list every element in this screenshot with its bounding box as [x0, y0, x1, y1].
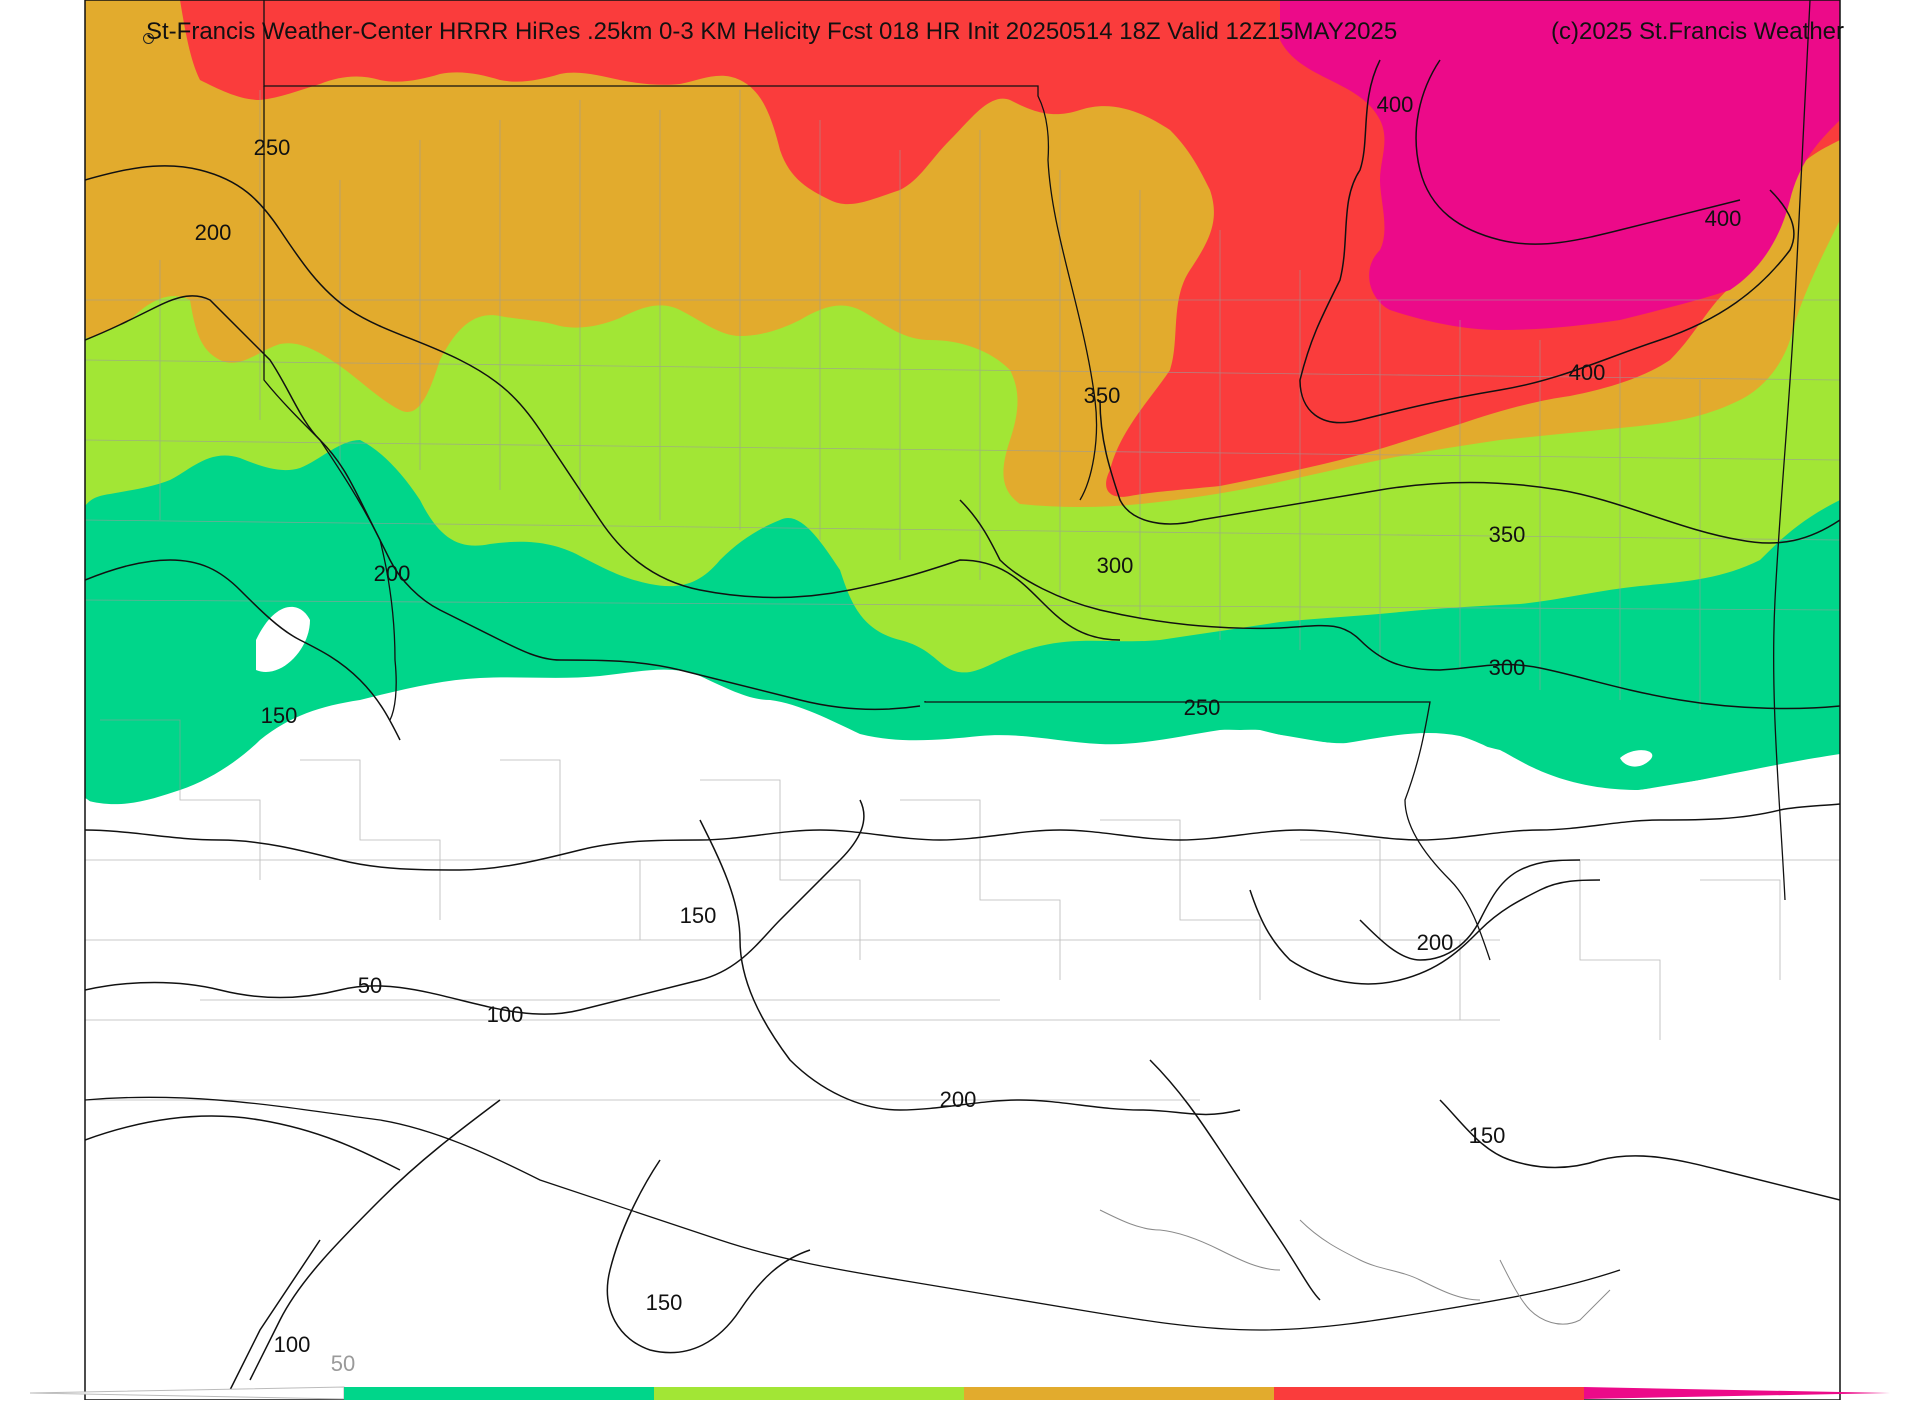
contour-label: 250 [254, 135, 291, 160]
contour-label: 300 [1489, 655, 1526, 680]
contour-label: 200 [195, 220, 232, 245]
coastline [1099, 1209, 1611, 1325]
contour-label: 200 [940, 1087, 977, 1112]
legend-swatch-400-plus [1584, 1387, 1890, 1399]
county-boundaries [85, 90, 1840, 1101]
contour-label: 50 [358, 973, 382, 998]
title-marker-icon [143, 33, 154, 44]
contour-label: 50 [331, 1351, 355, 1376]
shade-hole-west [256, 606, 310, 672]
legend-swatch-250-300 [964, 1387, 1274, 1400]
state-boundaries [85, 0, 1811, 1331]
contour-label: 250 [1184, 695, 1221, 720]
map-title: St-Francis Weather-Center HRRR HiRes .25… [146, 18, 1398, 45]
contour-label: 150 [1469, 1123, 1506, 1148]
contour-label: 100 [487, 1002, 524, 1027]
contour-label: 300 [1097, 553, 1134, 578]
contour-label: 400 [1377, 92, 1414, 117]
shade-400-plus [1280, 0, 1840, 330]
shade-hole-east [1620, 750, 1653, 767]
legend-colorbar [29, 1386, 1890, 1400]
contour-label: 400 [1569, 360, 1606, 385]
contour-label: 150 [646, 1290, 683, 1315]
copyright-text: (c)2025 St.Francis Weather [1551, 18, 1845, 45]
contour-label: 150 [261, 703, 298, 728]
legend-swatch-150-200 [344, 1387, 654, 1400]
contour-label: 100 [274, 1332, 311, 1357]
contour-label: 200 [374, 561, 411, 586]
contour-label: 350 [1489, 522, 1526, 547]
contour-label: 200 [1417, 930, 1454, 955]
shaded-fields [85, 0, 1840, 1400]
contour-labels: 400 400 400 350 350 300 300 250 250 200 … [195, 92, 1742, 1376]
helicity-contours [85, 59, 1840, 1391]
legend-swatch-200-250 [654, 1387, 964, 1400]
shade-none-south [85, 669, 1840, 1400]
legend-swatch-300-400 [1274, 1387, 1584, 1400]
contour-label: 400 [1705, 206, 1742, 231]
contour-label: 350 [1084, 383, 1121, 408]
contour-label: 150 [680, 903, 717, 928]
